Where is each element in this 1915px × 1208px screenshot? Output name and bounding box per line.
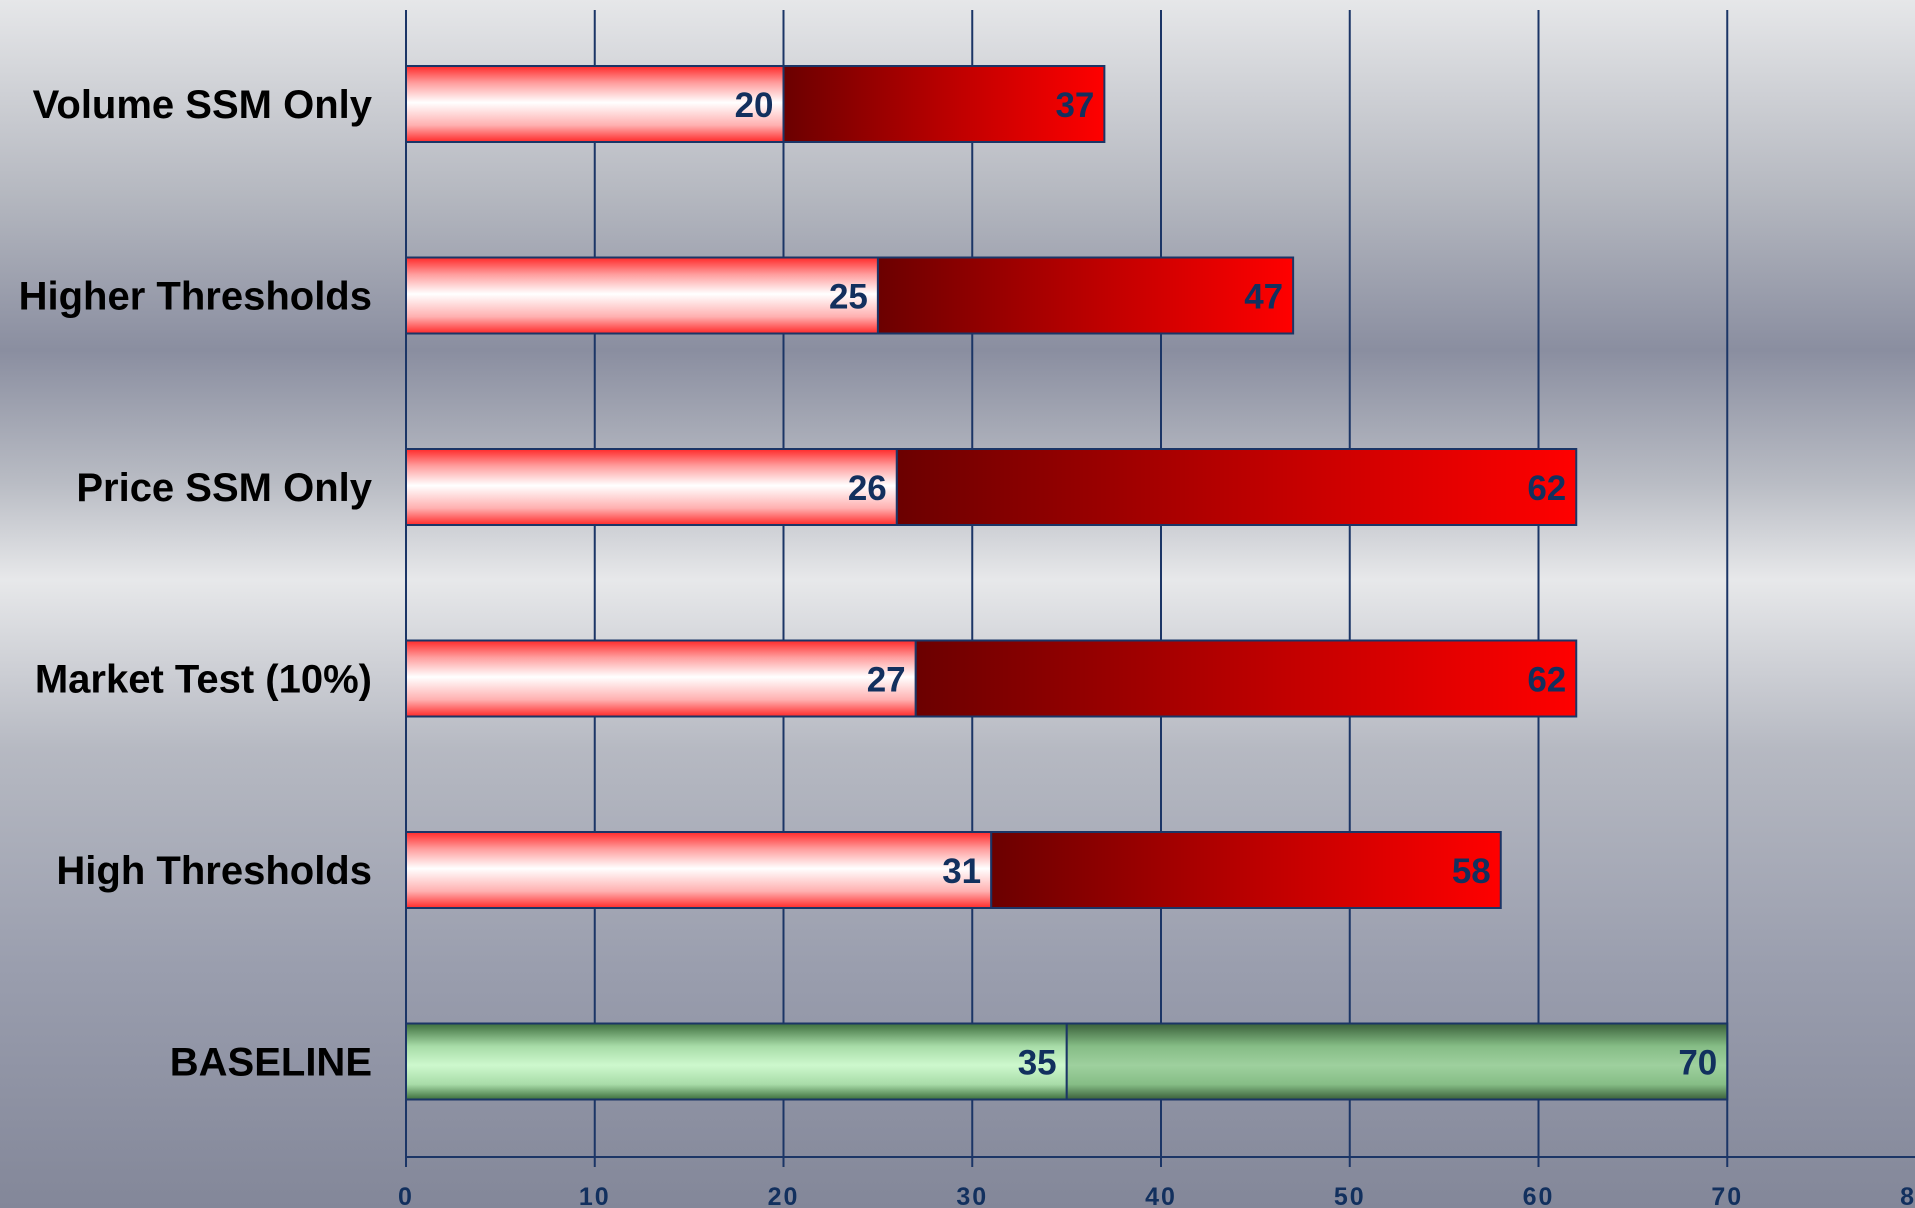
bar-lower-1 bbox=[405, 256, 879, 335]
data-label-upper: 37 bbox=[1055, 86, 1094, 125]
bar-lower-5 bbox=[405, 1022, 1068, 1101]
x-tick-label: 30 bbox=[956, 1183, 988, 1208]
data-label-lower: 31 bbox=[942, 852, 981, 891]
x-tick-label: 70 bbox=[1711, 1183, 1743, 1208]
data-label-upper: 62 bbox=[1527, 661, 1566, 700]
data-label-upper: 58 bbox=[1452, 852, 1491, 891]
x-tick-label: 20 bbox=[768, 1183, 800, 1208]
category-label: BASELINE bbox=[170, 1041, 372, 1085]
bars bbox=[405, 65, 1729, 1101]
bar-upper-5 bbox=[1065, 1022, 1729, 1101]
bar-upper-1 bbox=[876, 256, 1295, 335]
category-label: Market Test (10%) bbox=[35, 658, 372, 702]
data-label-lower: 25 bbox=[829, 278, 868, 317]
category-label: Higher Thresholds bbox=[19, 275, 372, 319]
bar-lower-0 bbox=[405, 65, 785, 143]
bar-lower-4 bbox=[405, 831, 993, 909]
bar-upper-2 bbox=[895, 448, 1578, 526]
data-label-lower: 20 bbox=[735, 86, 774, 125]
data-label-lower: 27 bbox=[867, 661, 906, 700]
x-tick-label: 0 bbox=[398, 1183, 414, 1208]
data-label-upper: 70 bbox=[1678, 1044, 1717, 1083]
bar-upper-4 bbox=[990, 831, 1502, 909]
x-tick-label: 60 bbox=[1523, 1183, 1555, 1208]
category-label: Price SSM Only bbox=[76, 466, 372, 510]
labels: 0 10 20 30 40 50 60 70 80 Volume SSM Only 20 37 High… bbox=[19, 83, 1915, 1208]
x-tick-label: 80 bbox=[1900, 1183, 1915, 1208]
data-label-upper: 47 bbox=[1244, 278, 1283, 317]
data-label-upper: 62 bbox=[1527, 469, 1566, 508]
data-label-lower: 26 bbox=[848, 469, 887, 508]
category-label: High Thresholds bbox=[56, 849, 372, 893]
x-axis bbox=[405, 1156, 1915, 1167]
data-label-lower: 35 bbox=[1018, 1044, 1057, 1083]
bar-lower-3 bbox=[405, 639, 917, 718]
bar-lower-2 bbox=[405, 448, 898, 526]
category-label: Volume SSM Only bbox=[33, 83, 373, 127]
gridlines bbox=[405, 10, 1729, 1157]
bar-upper-3 bbox=[914, 639, 1578, 718]
x-tick-label: 40 bbox=[1145, 1183, 1177, 1208]
x-tick-label: 10 bbox=[579, 1183, 611, 1208]
x-tick-label: 50 bbox=[1334, 1183, 1366, 1208]
